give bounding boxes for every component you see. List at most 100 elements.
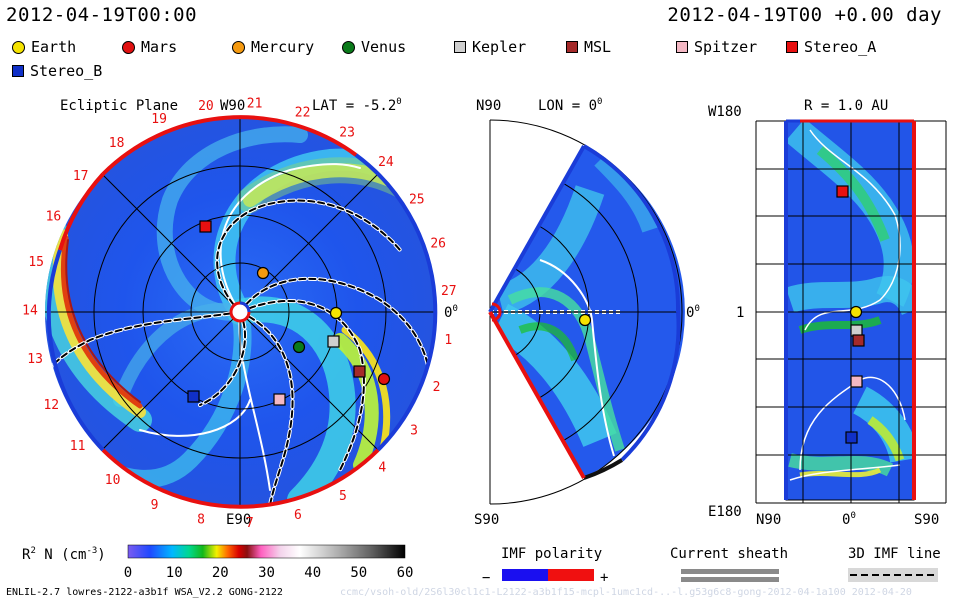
radial-x-label-zero: 00	[842, 511, 856, 528]
imf-line-title: 3D IMF line	[848, 546, 941, 562]
carrington-label: 14	[22, 304, 38, 319]
density-colorbar: R2 N (cm-3) 0 10 20 30 40 50 60	[22, 544, 414, 581]
carrington-label: 19	[151, 112, 167, 127]
stereo-b-marker-icon	[12, 65, 24, 77]
radial-distance-label: R = 1.0 AU	[804, 98, 888, 114]
carrington-label: 8	[197, 512, 205, 527]
colorbar-tick-label: 30	[258, 565, 275, 581]
carrington-label: 16	[46, 210, 62, 225]
kepler-marker	[327, 335, 340, 348]
meridional-plane-plot: N90 LON = 00 00 S90	[474, 97, 700, 528]
relative-time-title: 2012-04-19T00 +0.00 day	[667, 4, 942, 26]
carrington-label: 2	[433, 380, 441, 395]
legend-kepler: Kepler	[454, 38, 526, 56]
carrington-label: 9	[151, 498, 159, 513]
earth-marker-icon	[12, 40, 25, 54]
carrington-label: 10	[105, 473, 121, 488]
radial-x-label-s90: S90	[914, 512, 939, 528]
imf-polarity-minus: −	[482, 570, 490, 586]
imf-polarity-title: IMF polarity	[501, 546, 602, 562]
kepler-marker-icon	[454, 41, 466, 53]
carrington-label: 21	[247, 97, 263, 112]
radial-surface-plot: R = 1.0 AU W180 1 E180 N90 00 S90	[708, 98, 947, 528]
mars-marker-icon	[122, 40, 135, 54]
carrington-label: 11	[70, 439, 86, 454]
colorbar-tick-label: 40	[304, 565, 321, 581]
ecliptic-bottom-label: E90	[226, 512, 251, 528]
radial-stereo-b-marker	[845, 431, 858, 444]
carrington-label: 7	[246, 516, 254, 531]
colorbar-tick-label: 20	[212, 565, 229, 581]
spitzer-marker-icon	[676, 41, 688, 53]
current-sheath-title: Current sheath	[670, 546, 788, 562]
stereo-a-marker-icon	[786, 41, 798, 53]
run-time-title: 2012-04-19T00:00	[6, 4, 198, 26]
colorbar-tick-label: 50	[350, 565, 367, 581]
ecliptic-lat-label: LAT = -5.20	[312, 97, 402, 114]
mercury-marker-icon	[232, 40, 245, 54]
ecliptic-plane-plot: Ecliptic Plane W90 LAT = -5.20 00 E90 27…	[22, 97, 458, 531]
venus-marker-icon	[342, 40, 355, 54]
carrington-label: 17	[73, 169, 89, 184]
run-id-footer: ccmc/vsoh-old/2S6l30cl1c1-L2122-a3b1f15-…	[340, 587, 912, 598]
radial-earth-marker	[849, 305, 863, 319]
carrington-label: 23	[339, 125, 355, 140]
legend-msl: MSL	[566, 38, 611, 56]
meridional-right-label: 00	[686, 304, 700, 321]
carrington-label: 24	[378, 155, 394, 170]
carrington-label: 20	[198, 99, 214, 114]
carrington-label: 6	[294, 508, 302, 523]
radial-spitzer-marker	[850, 375, 863, 388]
carrington-label: 1	[444, 333, 452, 348]
imf-line-legend: 3D IMF line	[848, 546, 941, 582]
carrington-label: 26	[430, 237, 446, 252]
legend-stereo-a: Stereo_A	[786, 38, 876, 56]
carrington-label: 12	[43, 398, 59, 413]
colorbar-ticks: 0 10 20 30 40 50 60	[124, 565, 414, 581]
carrington-label: 18	[109, 136, 125, 151]
colorbar-tick-label: 0	[124, 565, 132, 581]
model-footer: ENLIL-2.7 lowres-2122-a3b1f WSA_V2.2 GON…	[6, 587, 283, 598]
msl-marker-icon	[566, 41, 578, 53]
current-sheath-legend: Current sheath	[670, 546, 788, 582]
radial-mid-left-label: 1	[736, 305, 744, 321]
legend-spitzer: Spitzer	[676, 38, 757, 56]
ecliptic-zero-label: 00	[444, 304, 458, 321]
meridional-lon-label: LON = 00	[538, 97, 602, 114]
carrington-label: 5	[339, 489, 347, 504]
legend-stereo-b: Stereo_B	[12, 62, 102, 80]
spitzer-marker	[273, 393, 286, 406]
carrington-label: 3	[410, 423, 418, 438]
legend-mars: Mars	[122, 38, 177, 56]
colorbar-tick-label: 10	[166, 565, 183, 581]
legend-mercury: Mercury	[232, 38, 314, 56]
ecliptic-top-label: W90	[220, 98, 245, 114]
radial-stereo-a-marker	[836, 185, 849, 198]
meridional-top-label: N90	[476, 98, 501, 114]
radial-bottom-left-label: E180	[708, 504, 742, 520]
carrington-label: 4	[378, 460, 386, 475]
radial-x-label-n90: N90	[756, 512, 781, 528]
legend-venus: Venus	[342, 38, 406, 56]
ecliptic-title: Ecliptic Plane	[60, 98, 178, 114]
colorbar-label: R2 N (cm-3)	[22, 546, 106, 563]
meridional-earth-marker	[578, 313, 592, 327]
meridional-bottom-label: S90	[474, 512, 499, 528]
carrington-label: 15	[28, 255, 44, 270]
mars-marker	[377, 372, 391, 386]
radial-top-left-label: W180	[708, 104, 742, 120]
msl-marker	[353, 365, 366, 378]
carrington-label: 27	[441, 284, 457, 299]
imf-polarity-legend: IMF polarity − +	[482, 546, 608, 586]
imf-polarity-plus: +	[600, 570, 608, 586]
venus-marker	[292, 340, 306, 354]
radial-kepler-marker	[850, 324, 863, 337]
carrington-label: 22	[295, 106, 311, 121]
earth-marker	[329, 306, 343, 320]
radial-msl-marker	[852, 334, 865, 347]
stereo-a-marker	[199, 220, 212, 233]
mercury-marker	[256, 266, 270, 280]
carrington-label: 13	[27, 352, 43, 367]
